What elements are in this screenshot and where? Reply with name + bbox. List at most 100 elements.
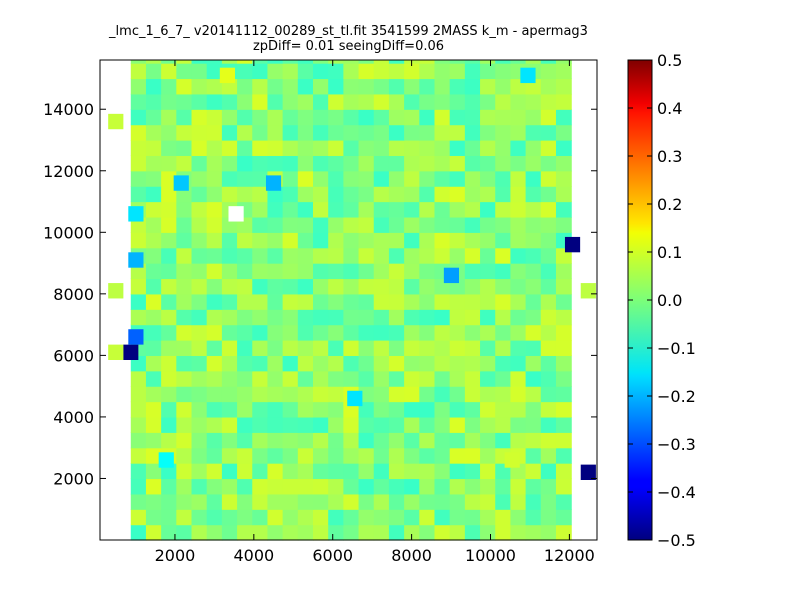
- heatmap-cell: [191, 93, 208, 110]
- heatmap-cell: [510, 340, 527, 356]
- heatmap-cell: [358, 124, 375, 141]
- heatmap-cell: [419, 355, 436, 372]
- heatmap-cell: [540, 386, 557, 403]
- heatmap-cell: [297, 509, 314, 526]
- heatmap-cell: [358, 370, 375, 387]
- heatmap-cell: [388, 447, 405, 464]
- heatmap-cell: [555, 493, 572, 510]
- heatmap-cell: [540, 78, 557, 95]
- heatmap-cell: [176, 370, 193, 387]
- heatmap-cell: [388, 60, 405, 64]
- heatmap-cell: [434, 216, 451, 233]
- heatmap-cell: [540, 186, 557, 203]
- heatmap-cell: [358, 432, 375, 449]
- heatmap-cell: [313, 93, 329, 110]
- heatmap-cell: [206, 109, 223, 126]
- heatmap-cell: [555, 509, 572, 526]
- heatmap-cell: [145, 247, 162, 264]
- heatmap-cell: [525, 370, 542, 387]
- heatmap-cell: [540, 509, 557, 526]
- heatmap-cell: [449, 78, 466, 95]
- heatmap-cell: [449, 232, 466, 249]
- heatmap-cell: [343, 355, 360, 372]
- heatmap-cell: [145, 155, 162, 172]
- heatmap-cell: [480, 309, 496, 326]
- heatmap-cell: [419, 140, 436, 156]
- heatmap-cell: [404, 155, 420, 172]
- heatmap-cell: [161, 278, 177, 295]
- heatmap-cell: [388, 493, 405, 510]
- heatmap-cell: [237, 170, 253, 187]
- heatmap-cells: [108, 60, 596, 541]
- heatmap-cell: [237, 416, 253, 433]
- heatmap-cell: [221, 447, 238, 464]
- heatmap-cell: [221, 309, 238, 326]
- heatmap-cell: [282, 140, 299, 156]
- heatmap-cell: [191, 309, 208, 326]
- x-tick-label: 8000: [391, 546, 432, 565]
- heatmap-cell: [328, 278, 344, 295]
- heatmap-cell: [419, 416, 436, 433]
- heatmap-cell: [480, 78, 496, 95]
- heatmap-cell: [176, 509, 193, 526]
- heatmap-cell: [540, 124, 557, 141]
- heatmap-cell: [191, 293, 208, 310]
- heatmap-cell: [267, 155, 284, 172]
- heatmap-cell: [206, 447, 223, 464]
- heatmap-cell: [145, 263, 162, 280]
- heatmap-cell: [404, 524, 420, 541]
- heatmap-cell: [388, 124, 405, 141]
- heatmap-cell: [419, 109, 436, 126]
- heatmap-cell: [495, 416, 512, 433]
- heatmap-cell: [419, 263, 436, 280]
- heatmap-cell: [252, 60, 269, 64]
- heatmap-cell-highlight: [520, 67, 536, 84]
- heatmap-cell: [145, 324, 162, 341]
- heatmap-cell: [388, 155, 405, 172]
- heatmap-cell: [495, 216, 512, 233]
- heatmap-cell: [480, 386, 496, 403]
- heatmap-cell: [404, 109, 420, 126]
- heatmap-cell: [555, 340, 572, 356]
- heatmap-cell: [555, 93, 572, 110]
- heatmap-cell: [540, 140, 557, 156]
- heatmap-cell: [313, 155, 329, 172]
- heatmap-cell: [495, 124, 512, 141]
- heatmap-cell: [252, 93, 269, 110]
- heatmap-cell: [252, 509, 269, 526]
- heatmap-cell: [464, 93, 481, 110]
- heatmap-cell: [495, 78, 512, 95]
- heatmap-cell: [237, 63, 253, 80]
- heatmap-cell: [510, 416, 527, 433]
- heatmap-cell: [343, 370, 360, 387]
- heatmap-cell: [237, 293, 253, 310]
- heatmap-cell: [161, 201, 177, 218]
- heatmap-cell: [130, 140, 147, 156]
- heatmap-cell: [221, 340, 238, 356]
- heatmap-cell: [297, 232, 314, 249]
- heatmap-cell: [419, 155, 436, 172]
- heatmap-cell: [449, 447, 466, 464]
- heatmap-cell: [388, 340, 405, 356]
- heatmap-cell: [267, 370, 284, 387]
- heatmap-cell: [282, 386, 299, 403]
- heatmap-cell: [328, 247, 344, 264]
- heatmap-cell: [434, 432, 451, 449]
- heatmap-cell: [206, 140, 223, 156]
- heatmap-cell: [434, 416, 451, 433]
- heatmap-cell: [404, 124, 420, 141]
- heatmap-cell: [495, 355, 512, 372]
- heatmap-cell: [267, 263, 284, 280]
- heatmap-cell: [510, 386, 527, 403]
- heatmap-cell: [555, 278, 572, 295]
- heatmap-cell: [540, 401, 557, 418]
- heatmap-cell: [176, 355, 193, 372]
- colorbar-tick-label: −0.1: [657, 339, 696, 358]
- heatmap-cell: [434, 140, 451, 156]
- heatmap-cell: [540, 278, 557, 295]
- colorbar-tick-label: 0.3: [657, 147, 682, 166]
- heatmap-cell: [510, 401, 527, 418]
- heatmap-cell: [373, 247, 390, 264]
- heatmap-cell: [161, 63, 177, 80]
